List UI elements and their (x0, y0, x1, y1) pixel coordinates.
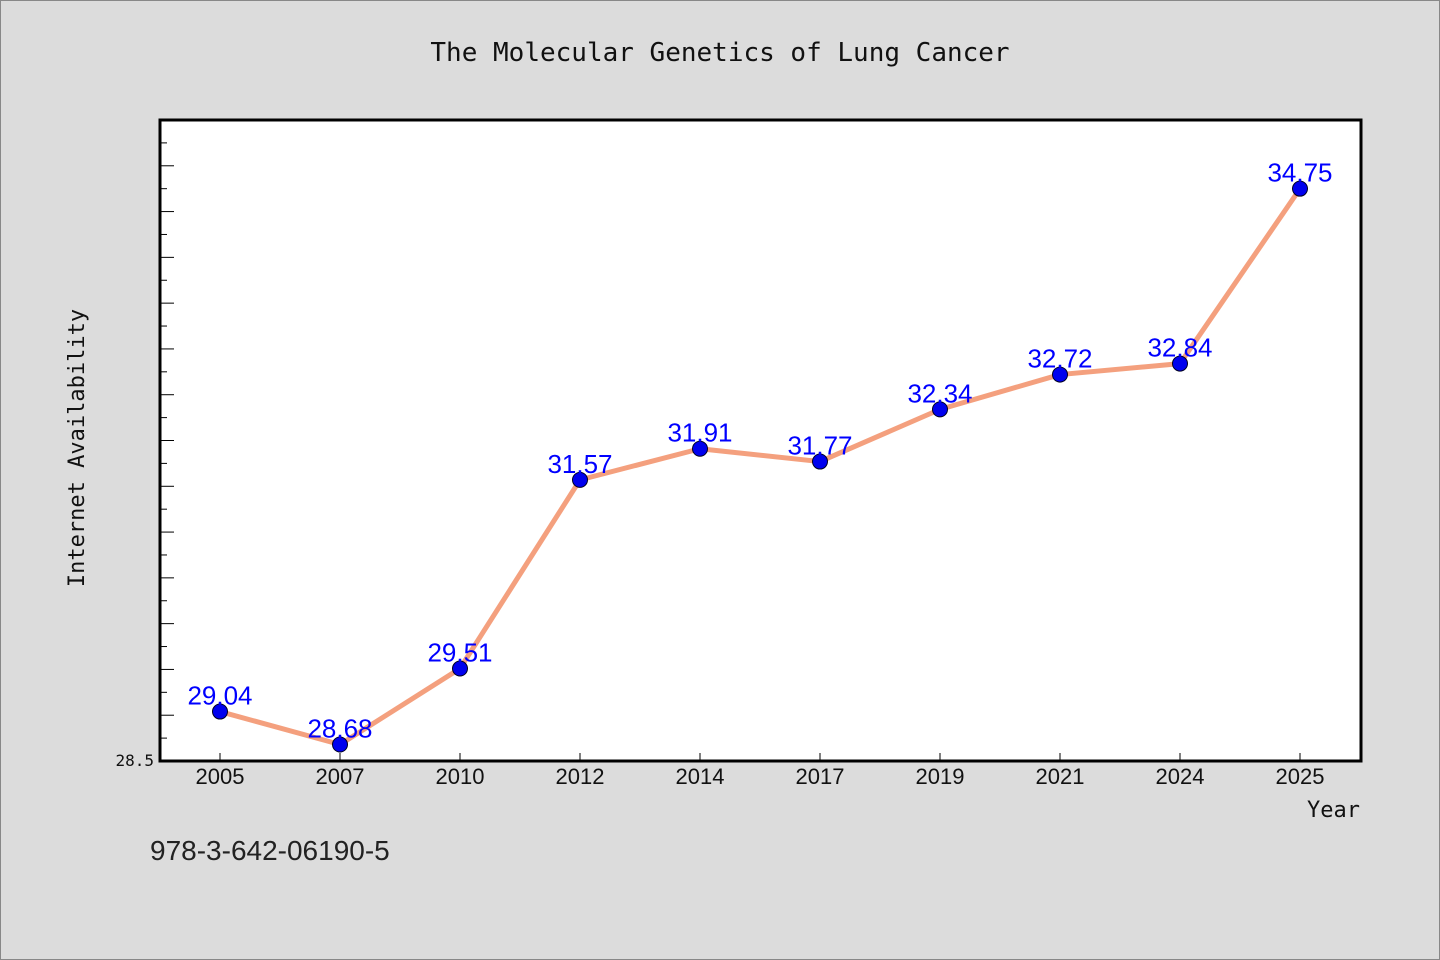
x-axis-label: Year (1307, 798, 1360, 823)
data-point (1052, 366, 1068, 383)
data-label: 34.75 (1267, 158, 1332, 188)
data-label: 28.68 (307, 714, 372, 744)
y-axis-label: Internet Availability (65, 309, 90, 587)
data-label: 32.34 (907, 378, 972, 408)
data-point (1172, 355, 1188, 372)
x-tick-label: 2017 (796, 764, 845, 789)
data-point (1292, 180, 1308, 197)
data-label: 31.91 (667, 418, 732, 448)
isbn-label: 978-3-642-06190-5 (150, 835, 390, 866)
x-tick-label: 2007 (316, 764, 365, 789)
data-point (692, 440, 708, 457)
data-label: 31.77 (787, 431, 852, 461)
x-tick-label: 2005 (196, 764, 245, 789)
data-point (572, 471, 588, 488)
data-label: 29.04 (187, 681, 252, 711)
data-label: 29.51 (427, 638, 492, 668)
chart-title: The Molecular Genetics of Lung Cancer (430, 38, 1009, 68)
x-tick-label: 2025 (1276, 764, 1325, 789)
x-tick-label: 2010 (436, 764, 485, 789)
data-point (452, 660, 468, 677)
data-point (212, 703, 228, 720)
data-label: 32.84 (1147, 333, 1212, 363)
y-tick-label: 28.5 (115, 751, 154, 770)
data-point (932, 401, 948, 418)
x-tick-label: 2014 (676, 764, 725, 789)
x-tick-label: 2024 (1156, 764, 1205, 789)
plot-area (158, 118, 1363, 763)
series-line (219, 187, 1303, 748)
data-point (812, 453, 828, 470)
data-point (332, 736, 348, 753)
data-label: 32.72 (1027, 344, 1092, 374)
x-tick-label: 2012 (556, 764, 605, 789)
x-tick-label: 2021 (1036, 764, 1085, 789)
x-tick-label: 2019 (916, 764, 965, 789)
data-label: 31.57 (547, 449, 612, 479)
